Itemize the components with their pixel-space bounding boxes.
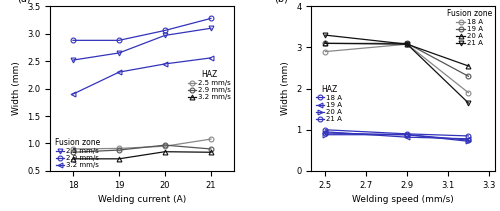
Text: (b): (b) (274, 0, 288, 3)
Legend: 18 A, 19 A, 20 A, 21 A: 18 A, 19 A, 20 A, 21 A (314, 84, 344, 123)
Y-axis label: Width (mm): Width (mm) (12, 62, 22, 115)
X-axis label: Welding current (A): Welding current (A) (98, 195, 186, 204)
Y-axis label: Width (mm): Width (mm) (282, 62, 290, 115)
X-axis label: Welding speed (mm/s): Welding speed (mm/s) (352, 195, 454, 204)
Text: (a): (a) (17, 0, 30, 3)
Legend: 2.5 mm/s, 2.9 mm/s, 3.2 mm/s: 2.5 mm/s, 2.9 mm/s, 3.2 mm/s (186, 69, 232, 102)
